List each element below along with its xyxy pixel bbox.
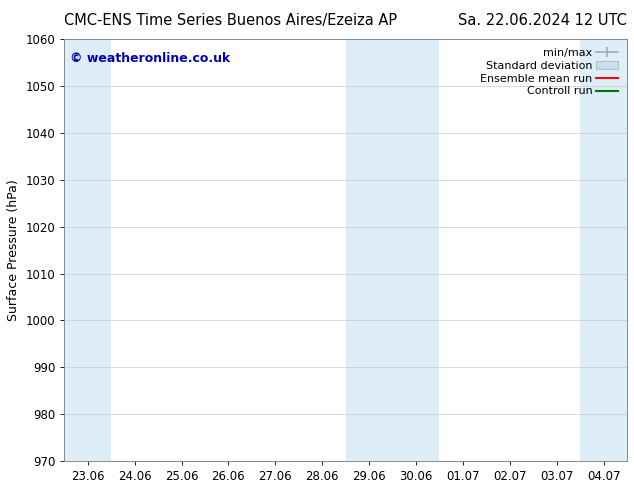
Text: CMC-ENS Time Series Buenos Aires/Ezeiza AP: CMC-ENS Time Series Buenos Aires/Ezeiza … <box>64 13 398 28</box>
Text: © weatheronline.co.uk: © weatheronline.co.uk <box>70 52 230 65</box>
Bar <box>346 39 439 461</box>
Bar <box>64 39 111 461</box>
Legend: min/max, Standard deviation, Ensemble mean run, Controll run: min/max, Standard deviation, Ensemble me… <box>477 45 621 100</box>
Text: Sa. 22.06.2024 12 UTC: Sa. 22.06.2024 12 UTC <box>458 13 627 28</box>
Y-axis label: Surface Pressure (hPa): Surface Pressure (hPa) <box>7 179 20 321</box>
Bar <box>580 39 627 461</box>
